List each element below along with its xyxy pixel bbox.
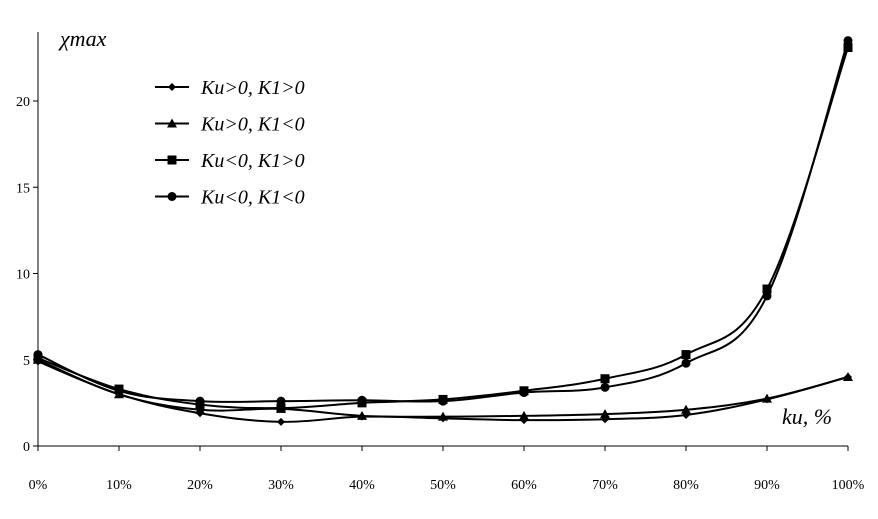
legend-label: Ku>0, K1>0 <box>200 77 305 99</box>
x-tick-label: 50% <box>430 478 456 493</box>
x-tick-label: 100% <box>832 478 865 493</box>
data-point-circle <box>33 350 43 360</box>
series-line-square <box>37 47 849 410</box>
series-triangle <box>33 354 853 421</box>
data-point-circle <box>600 382 610 392</box>
y-tick-label: 20 <box>16 95 30 110</box>
data-point-circle <box>762 291 772 301</box>
legend: Ku>0, K1>0 Ku>0, K1<0 Ku<0, K1>0 Ku<0, K1<0 <box>155 77 305 209</box>
data-point-triangle <box>843 372 853 381</box>
series-line-circle <box>37 40 849 404</box>
data-point-circle <box>357 395 367 405</box>
y-tick-label: 5 <box>23 354 30 369</box>
x-tick-label: 80% <box>673 478 699 493</box>
data-point-square <box>762 284 772 294</box>
y-ticks: 0 5 10 15 20 <box>16 95 38 455</box>
data-point-square <box>843 43 853 53</box>
data-point-circle <box>195 396 205 406</box>
x-tick-label: 30% <box>268 478 294 493</box>
data-point-diamond <box>277 417 285 426</box>
data-point-circle <box>519 388 529 398</box>
data-point-circle <box>681 358 691 368</box>
data-point-square <box>681 350 691 360</box>
series-layer <box>33 36 853 426</box>
data-point-triangle <box>762 393 772 403</box>
x-axis-title: ku, % <box>782 404 832 429</box>
axes <box>37 32 848 447</box>
data-point-circle <box>438 396 448 406</box>
data-point-circle <box>276 396 286 406</box>
data-point-triangle <box>195 404 205 414</box>
data-point-circle <box>114 386 124 396</box>
data-point-triangle <box>681 404 691 414</box>
data-point-circle <box>843 36 853 46</box>
x-tick-label: 20% <box>187 478 213 493</box>
y-tick-label: 10 <box>16 268 30 283</box>
legend-item: Ku<0, K1>0 <box>155 150 305 172</box>
legend-label: Ku<0, K1>0 <box>200 150 305 172</box>
data-point-triangle <box>438 411 448 421</box>
legend-label: Ku>0, K1<0 <box>200 114 305 136</box>
legend-item: Ku>0, K1<0 <box>155 114 305 136</box>
x-tick-label: 0% <box>29 478 48 493</box>
data-point-triangle <box>519 410 529 420</box>
series-circle <box>33 36 853 406</box>
legend-marker-triangle <box>167 118 177 128</box>
data-point-triangle <box>357 410 367 420</box>
legend-label: Ku<0, K1<0 <box>200 187 305 209</box>
x-tick-label: 70% <box>592 478 618 493</box>
data-point-square <box>276 403 286 413</box>
y-tick-label: 0 <box>23 440 30 455</box>
legend-item: Ku>0, K1>0 <box>155 77 305 99</box>
legend-marker-diamond <box>168 83 176 91</box>
x-tick-label: 10% <box>106 478 132 493</box>
x-tick-label: 40% <box>349 478 375 493</box>
y-axis-title: χmax <box>58 26 107 51</box>
y-tick-label: 15 <box>16 181 30 196</box>
legend-marker-circle <box>167 192 177 201</box>
series-square <box>33 43 853 413</box>
data-point-triangle <box>600 409 610 419</box>
x-tick-label: 60% <box>511 478 537 493</box>
x-tick-label: 90% <box>754 478 780 493</box>
x-ticks: 0% 10% 20% 30% 40% 50% 60% 70% 80% 90% 100% <box>29 446 865 493</box>
legend-marker-square <box>167 155 177 165</box>
data-point-square <box>600 374 610 384</box>
legend-item: Ku<0, K1<0 <box>155 187 305 209</box>
